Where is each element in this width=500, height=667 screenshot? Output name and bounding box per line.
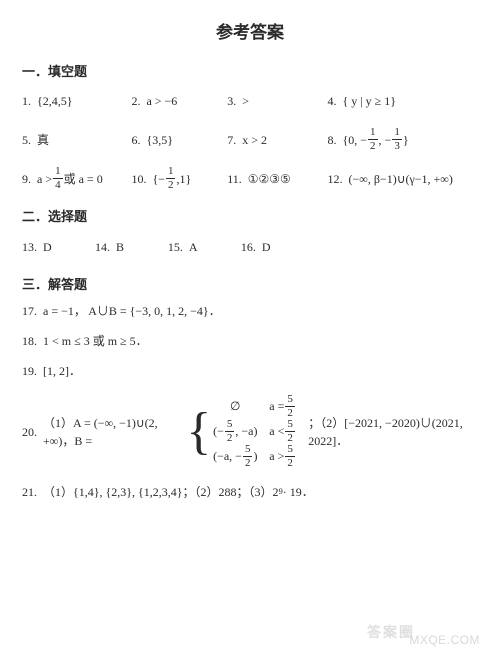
answer: D bbox=[43, 238, 52, 256]
qnum: 10. bbox=[131, 170, 146, 188]
answer-pre: {0, − bbox=[343, 131, 368, 149]
answer: a > −6 bbox=[146, 92, 177, 110]
qnum: 16. bbox=[241, 238, 256, 256]
answer-pre: a > bbox=[37, 170, 52, 188]
qnum: 4. bbox=[328, 92, 337, 110]
answer-post: ,1} bbox=[176, 170, 191, 188]
fraction: 5 2 bbox=[285, 419, 295, 444]
case2-right: a < 5 2 bbox=[269, 419, 305, 444]
fill-q11: 11. ①②③⑤ bbox=[227, 170, 327, 188]
answer: ①②③⑤ bbox=[248, 170, 291, 188]
answer: { y | y ≥ 1} bbox=[343, 92, 397, 110]
answer-post: } bbox=[403, 131, 409, 149]
answer: 真 bbox=[37, 131, 49, 149]
case-3: (−a, − 5 2 ) a > 5 2 bbox=[211, 444, 305, 469]
left-brace-icon: { bbox=[186, 406, 211, 458]
fill-q7: 7. x > 2 bbox=[227, 131, 327, 149]
choice-row: 13. D 14. B 15. A 16. D bbox=[22, 235, 478, 259]
qnum: 12. bbox=[328, 170, 343, 188]
qnum: 2. bbox=[131, 92, 140, 110]
fill-q3: 3. > bbox=[227, 92, 327, 110]
page-title: 参考答案 bbox=[22, 20, 478, 46]
answer-post: 或 a = 0 bbox=[64, 170, 103, 188]
section-choice-head: 二．选择题 bbox=[22, 207, 478, 227]
qnum: 21. bbox=[22, 483, 37, 501]
q20-part2: ；（2）[−2021, −2020)∪(2021, 2022]． bbox=[308, 414, 478, 450]
answer: [1, 2]． bbox=[43, 362, 81, 380]
choice-q13: 13. D bbox=[22, 238, 95, 256]
section-fill-head: 一．填空题 bbox=[22, 62, 478, 82]
fraction: 5 2 bbox=[225, 419, 235, 444]
fraction: 5 2 bbox=[285, 394, 295, 419]
qnum: 1. bbox=[22, 92, 31, 110]
fill-q2: 2. a > −6 bbox=[131, 92, 227, 110]
fill-q8: 8. {0, − 1 2 , − 1 3 } bbox=[328, 127, 478, 152]
fraction: 1 2 bbox=[368, 127, 378, 152]
fraction: 1 3 bbox=[392, 127, 402, 152]
answer: x > 2 bbox=[242, 131, 267, 149]
qnum: 5. bbox=[22, 131, 31, 149]
qnum: 14. bbox=[95, 238, 110, 256]
qnum: 9. bbox=[22, 170, 31, 188]
solve-q17: 17. a = −1， A∪B = {−3, 0, 1, 2, −4}． bbox=[22, 302, 478, 320]
choice-q14: 14. B bbox=[95, 238, 168, 256]
qnum: 6. bbox=[131, 131, 140, 149]
case3-left: (−a, − 5 2 ) bbox=[211, 444, 259, 469]
answer: D bbox=[262, 238, 271, 256]
choice-q16: 16. D bbox=[241, 238, 314, 256]
case-1: ∅ a = 5 2 bbox=[211, 394, 305, 419]
fraction: 5 2 bbox=[243, 444, 253, 469]
case-2: (− 5 2 , −a) a < 5 2 bbox=[211, 419, 305, 444]
qnum: 13. bbox=[22, 238, 37, 256]
qnum: 7. bbox=[227, 131, 236, 149]
answer-pre: {− bbox=[152, 170, 165, 188]
qnum: 17. bbox=[22, 302, 37, 320]
solve-q21: 21. （1）{1,4}, {2,3}, {1,2,3,4}；（2）288；（3… bbox=[22, 483, 478, 501]
fill-row-2: 5. 真 6. {3,5} 7. x > 2 8. {0, − 1 2 , − … bbox=[22, 127, 478, 152]
fraction: 5 2 bbox=[285, 444, 295, 469]
fill-q1: 1. {2,4,5} bbox=[22, 92, 131, 110]
watermark-en: MXQE.COM bbox=[409, 631, 480, 649]
qnum: 3. bbox=[227, 92, 236, 110]
section-solve-head: 三．解答题 bbox=[22, 275, 478, 295]
qnum: 19. bbox=[22, 362, 37, 380]
qnum: 20. bbox=[22, 423, 37, 441]
qnum: 18. bbox=[22, 332, 37, 350]
fill-q5: 5. 真 bbox=[22, 131, 131, 149]
qnum: 15. bbox=[168, 238, 183, 256]
solve-q18: 18. 1 < m ≤ 3 或 m ≥ 5． bbox=[22, 332, 478, 350]
fill-row-1: 1. {2,4,5} 2. a > −6 3. > 4. { y | y ≥ 1… bbox=[22, 89, 478, 113]
answer: 1 < m ≤ 3 或 m ≥ 5． bbox=[43, 332, 148, 350]
choice-q15: 15. A bbox=[168, 238, 241, 256]
case3-right: a > 5 2 bbox=[269, 444, 305, 469]
q21-part2: · 19． bbox=[283, 483, 314, 501]
answer: B bbox=[116, 238, 124, 256]
q21-part1: （1）{1,4}, {2,3}, {1,2,3,4}；（2）288；（3）2 bbox=[43, 483, 279, 501]
solve-q20: 20. （1）A = (−∞, −1)∪(2, +∞)，B = { ∅ a = … bbox=[22, 392, 478, 471]
fraction: 1 2 bbox=[166, 166, 176, 191]
answer: {3,5} bbox=[146, 131, 173, 149]
watermark-cn: 答案圈 bbox=[367, 622, 415, 643]
answer-mid: , − bbox=[379, 131, 392, 149]
solve-q19: 19. [1, 2]． bbox=[22, 362, 478, 380]
fill-q9: 9. a > 1 4 或 a = 0 bbox=[22, 166, 131, 191]
fill-q4: 4. { y | y ≥ 1} bbox=[328, 92, 478, 110]
qnum: 8. bbox=[328, 131, 337, 149]
qnum: 11. bbox=[227, 170, 242, 188]
fill-q6: 6. {3,5} bbox=[131, 131, 227, 149]
fill-q12: 12. (−∞, β−1)∪(γ−1, +∞) bbox=[328, 170, 478, 188]
answer: A bbox=[189, 238, 198, 256]
cases-block: { ∅ a = 5 2 (− 5 2 bbox=[186, 392, 305, 471]
fraction: 1 4 bbox=[53, 166, 63, 191]
q20-part1: （1）A = (−∞, −1)∪(2, +∞)，B = bbox=[43, 414, 183, 450]
answer: > bbox=[242, 92, 249, 110]
answer: {2,4,5} bbox=[37, 92, 73, 110]
case1-left: ∅ bbox=[211, 396, 259, 418]
answer: a = −1， A∪B = {−3, 0, 1, 2, −4}． bbox=[43, 302, 221, 320]
case1-right: a = 5 2 bbox=[269, 394, 305, 419]
case2-left: (− 5 2 , −a) bbox=[211, 419, 259, 444]
fill-q10: 10. {− 1 2 ,1} bbox=[131, 166, 227, 191]
answer: (−∞, β−1)∪(γ−1, +∞) bbox=[349, 170, 453, 188]
fill-row-3: 9. a > 1 4 或 a = 0 10. {− 1 2 ,1} 11. ①②… bbox=[22, 166, 478, 191]
